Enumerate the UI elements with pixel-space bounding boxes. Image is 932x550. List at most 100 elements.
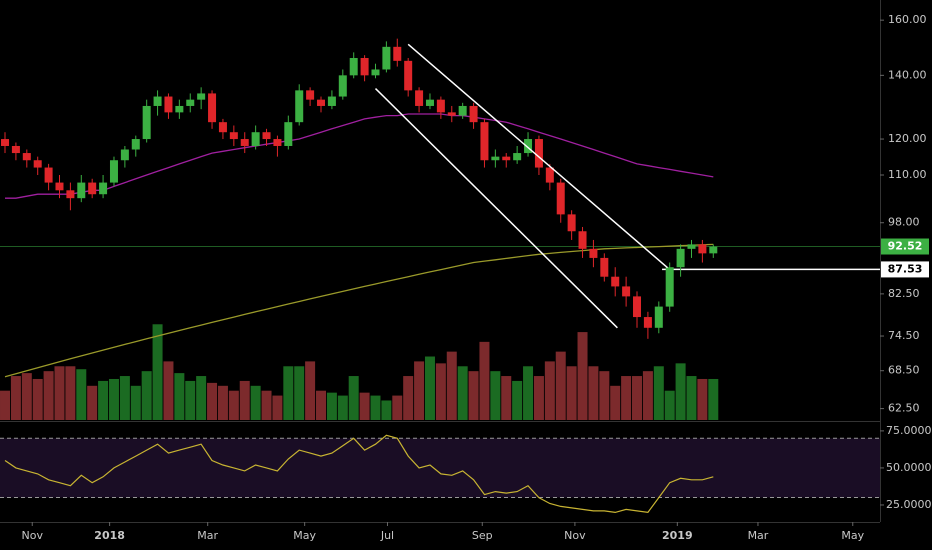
- volume-bar: [381, 400, 392, 420]
- x-tick-label: 2018: [94, 529, 125, 542]
- candle-body: [382, 46, 391, 70]
- candle-body: [393, 46, 402, 61]
- candle-body: [491, 156, 500, 161]
- candle-body: [534, 139, 543, 168]
- volume-bar: [283, 366, 294, 420]
- candle-body: [186, 99, 195, 106]
- x-tick-label: 2019: [662, 529, 693, 542]
- volume-bar: [217, 385, 228, 420]
- volume-bar: [141, 371, 152, 420]
- candle-body: [709, 246, 718, 254]
- candle-body: [578, 231, 587, 249]
- candle-body: [633, 296, 642, 318]
- volume-bar: [577, 332, 588, 420]
- volume-bar: [403, 376, 414, 420]
- volume-bar: [76, 369, 87, 420]
- volume-bar: [479, 341, 490, 420]
- y-tick-label: 120.00: [888, 132, 927, 145]
- candle-body: [404, 60, 413, 91]
- candle-body: [600, 257, 609, 277]
- volume-bar: [457, 366, 468, 420]
- candle-body: [1, 139, 10, 146]
- candle-body: [44, 167, 53, 183]
- volume-bar: [250, 385, 261, 420]
- candle-body: [229, 132, 238, 140]
- y-tick-label: 82.50: [888, 287, 920, 300]
- y-tick-label: 140.00: [888, 68, 927, 81]
- volume-bar: [207, 382, 218, 420]
- volume-bar: [392, 395, 403, 420]
- y-tick-label: 68.50: [888, 364, 920, 377]
- volume-bar: [414, 361, 425, 420]
- volume-bar: [98, 380, 109, 420]
- candle-body: [415, 90, 424, 106]
- y-tick-label: 62.50: [888, 402, 920, 415]
- volume-bar: [228, 390, 239, 420]
- volume-bar: [653, 366, 664, 420]
- volume-bar: [348, 376, 359, 420]
- candle-body: [11, 145, 20, 154]
- volume-bar: [501, 376, 512, 420]
- volume-bar: [468, 371, 479, 420]
- candle-body: [164, 96, 173, 113]
- volume-bar: [196, 376, 207, 420]
- candle-body: [240, 139, 249, 146]
- candle-body: [545, 167, 554, 183]
- moving-average-line: [5, 113, 714, 199]
- volume-bar: [512, 380, 523, 420]
- candle-body: [458, 105, 467, 116]
- candle-body: [66, 190, 75, 199]
- candle-body: [22, 153, 31, 161]
- candle-body: [589, 248, 598, 258]
- volume-bar: [174, 373, 185, 420]
- price-label: 92.52: [888, 240, 923, 253]
- candle-body: [131, 139, 140, 150]
- volume-bar: [599, 371, 610, 420]
- candle-body: [175, 105, 184, 113]
- candle-body: [295, 90, 304, 123]
- candle-body: [502, 156, 511, 161]
- y-tick-label: 110.00: [888, 168, 927, 181]
- candle-body: [480, 122, 489, 161]
- volume-bar: [544, 361, 555, 420]
- candle-body: [436, 99, 445, 113]
- volume-bar: [610, 385, 621, 420]
- volume-bar: [0, 390, 11, 420]
- candle-body: [284, 122, 293, 146]
- candle-body: [524, 139, 533, 154]
- candle-body: [33, 160, 42, 168]
- volume-bar: [10, 376, 21, 420]
- price-label-box: [881, 261, 929, 278]
- candle-body: [349, 58, 358, 76]
- volume-bar: [523, 366, 534, 420]
- volume-bar: [435, 363, 446, 420]
- price-label-box: [881, 238, 929, 255]
- candle-body: [556, 182, 565, 215]
- volume-bar: [21, 373, 32, 420]
- candle-body: [698, 244, 707, 254]
- rsi-tick-label: 25.0000: [886, 498, 932, 511]
- volume-bar: [424, 356, 435, 420]
- x-tick-label: May: [841, 529, 864, 542]
- volume-bar: [337, 395, 348, 420]
- candle-body: [360, 58, 369, 76]
- volume-bar: [152, 324, 163, 420]
- volume-bar: [632, 376, 643, 420]
- candle-body: [208, 93, 217, 123]
- volume-bar: [326, 392, 337, 420]
- volume-bar: [490, 371, 501, 420]
- volume-bar: [185, 380, 196, 420]
- volume-bar: [239, 380, 250, 420]
- y-tick-label: 74.50: [888, 329, 920, 342]
- rsi-line: [4, 434, 714, 514]
- rsi-tick-label: 75.0000: [886, 424, 932, 437]
- candle-body: [643, 317, 652, 328]
- candle-body: [251, 132, 260, 146]
- volume-bar: [32, 378, 43, 420]
- candle-body: [469, 105, 478, 123]
- candle-body: [77, 182, 86, 199]
- x-tick-label: Jul: [380, 529, 394, 542]
- x-tick-label: Nov: [564, 529, 586, 542]
